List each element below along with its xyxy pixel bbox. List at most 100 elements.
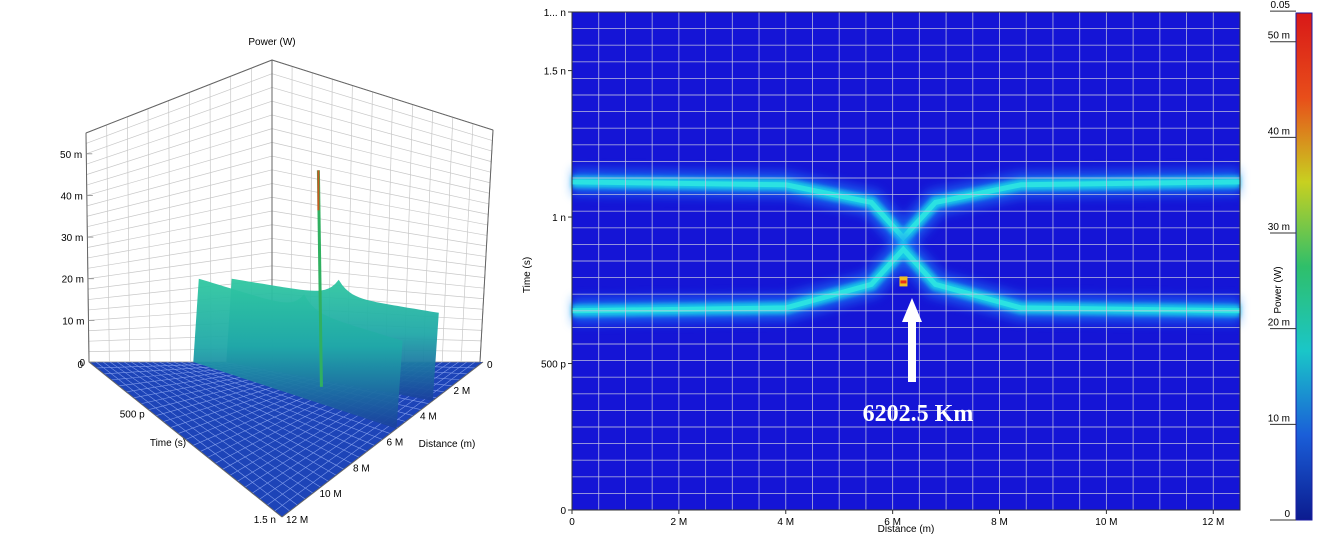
colorbar-label: Power (W) — [1273, 266, 1284, 313]
colorbar-tick-label: 30 m — [1268, 222, 1290, 233]
grid-line — [152, 361, 352, 464]
heatmap-y-ticks: 0 500 p 1 n 1.5 n 1... n — [541, 8, 572, 517]
heatmap-chart: 0 2 M 4 M 6 M 8 M 10 M 12 M 0 500 p 1 n 1.5 n 1...… — [522, 0, 1313, 535]
box-edge — [479, 129, 494, 363]
grid-line — [271, 224, 486, 257]
colorbar-tick-label: 20 m — [1268, 318, 1290, 329]
x-tick-label: 8 M — [991, 517, 1008, 528]
colorbar-tick-label: 40 m — [1268, 126, 1290, 137]
x-tick-label: 10 M — [320, 489, 342, 500]
grid-line — [87, 238, 273, 269]
grid-line — [106, 124, 110, 363]
grid-line — [159, 361, 360, 458]
heatmap-x-axis-label: Distance (m) — [878, 524, 935, 535]
grid-line — [87, 169, 273, 217]
grid-line — [102, 361, 298, 506]
grid-line — [271, 73, 493, 141]
box-edge — [85, 59, 273, 134]
grid-line — [168, 100, 171, 363]
grid-line — [271, 128, 491, 184]
grid-line — [187, 361, 391, 434]
grid-line — [271, 87, 492, 152]
grid-line — [271, 114, 491, 173]
grid-line — [147, 108, 151, 363]
peak-annotation: 6202.5 Km — [863, 298, 974, 427]
grid-line — [271, 265, 485, 289]
colorbar-tick-label: 0 — [1284, 509, 1290, 520]
heatmap-grid — [571, 11, 1241, 511]
y-tick-label: 500 p — [541, 360, 566, 371]
grid-line — [173, 361, 375, 446]
grid-line — [271, 238, 486, 268]
grid-line — [188, 92, 192, 363]
x-tick-label: 0 — [569, 517, 575, 528]
box-edge — [281, 361, 484, 518]
box-edge — [88, 361, 283, 518]
surface-3d-z-axis-label: Power (W) — [248, 37, 295, 48]
surface-3d-x-axis-label: Distance (m) — [419, 439, 476, 450]
y-tick-label: 0 — [560, 506, 566, 517]
x-tick-label: 0 — [487, 360, 493, 371]
x-tick-label: 12 M — [1202, 517, 1224, 528]
annotation-label: 6202.5 Km — [863, 401, 974, 427]
grid-line — [441, 117, 454, 363]
plot-border — [571, 11, 1241, 511]
x-tick-label: 2 M — [454, 386, 471, 397]
y-tick-label: 1... n — [544, 8, 566, 19]
grid-line — [87, 210, 273, 248]
z-tick-label: 0 — [79, 358, 85, 369]
x-tick-label: 12 M — [286, 515, 308, 526]
grid-line — [271, 251, 485, 278]
grid-line — [271, 100, 492, 162]
x-tick-label: 4 M — [777, 517, 794, 528]
surface-3d-chart: 0 10 m 20 m 30 m 40 m 50 m 0 2 M 4 M 6 M 8 M 10 M 1… — [60, 37, 494, 526]
grid-line — [87, 196, 273, 238]
x-tick-label: 8 M — [353, 463, 370, 474]
z-tick-label: 10 m — [62, 316, 84, 327]
heatmap-y-axis-label: Time (s) — [522, 257, 533, 293]
heatmap-peak — [899, 276, 908, 287]
z-tick-label: 50 m — [60, 150, 82, 161]
grid-line — [86, 128, 273, 186]
grid-line — [109, 361, 306, 500]
colorbar-tick-label: 0.05 — [1271, 0, 1291, 11]
y-tick-label: 1.5 n — [254, 515, 276, 526]
grid-line — [87, 251, 273, 280]
x-tick-label: 2 M — [671, 517, 688, 528]
box-edge — [271, 59, 494, 131]
grid-line — [126, 116, 131, 363]
grid-line — [87, 224, 273, 259]
colorbar — [1295, 12, 1313, 521]
grid-line — [145, 361, 344, 470]
grid-line — [271, 196, 488, 236]
grid-line — [88, 265, 273, 290]
grid-line — [271, 169, 489, 215]
grid-line — [460, 123, 474, 363]
grid-line — [86, 114, 273, 175]
surface-3d-z-ticks: 0 10 m 20 m 30 m 40 m 50 m — [60, 150, 95, 369]
z-tick-label: 20 m — [62, 275, 84, 286]
grid-line — [138, 361, 337, 476]
grid-line — [271, 142, 490, 194]
y-tick-label: 1.5 n — [544, 67, 566, 78]
grid-line — [271, 210, 487, 247]
surface-3d-y-axis-label: Time (s) — [150, 438, 186, 449]
grid-line — [86, 142, 273, 196]
x-tick-label: 10 M — [1095, 517, 1117, 528]
grid-line — [271, 279, 484, 300]
y-tick-label: 1 n — [552, 213, 566, 224]
grid-line — [124, 361, 321, 488]
surface-3d-x-ticks: 0 2 M 4 M 6 M 8 M 10 M 12 M — [286, 360, 493, 526]
grid-line — [95, 361, 290, 512]
z-tick-label: 40 m — [61, 191, 83, 202]
heatmap-x-ticks: 0 2 M 4 M 6 M 8 M 10 M 12 M — [569, 510, 1224, 528]
x-tick-label: 4 M — [420, 412, 437, 423]
grid-line — [86, 100, 273, 165]
annotation-arrow-shaft — [908, 320, 916, 382]
z-tick-label: 30 m — [61, 233, 83, 244]
y-tick-label: 500 p — [120, 410, 145, 421]
surface-3d-ridges — [193, 170, 439, 429]
peak-cell-max — [900, 280, 907, 284]
grid-line — [86, 155, 273, 207]
